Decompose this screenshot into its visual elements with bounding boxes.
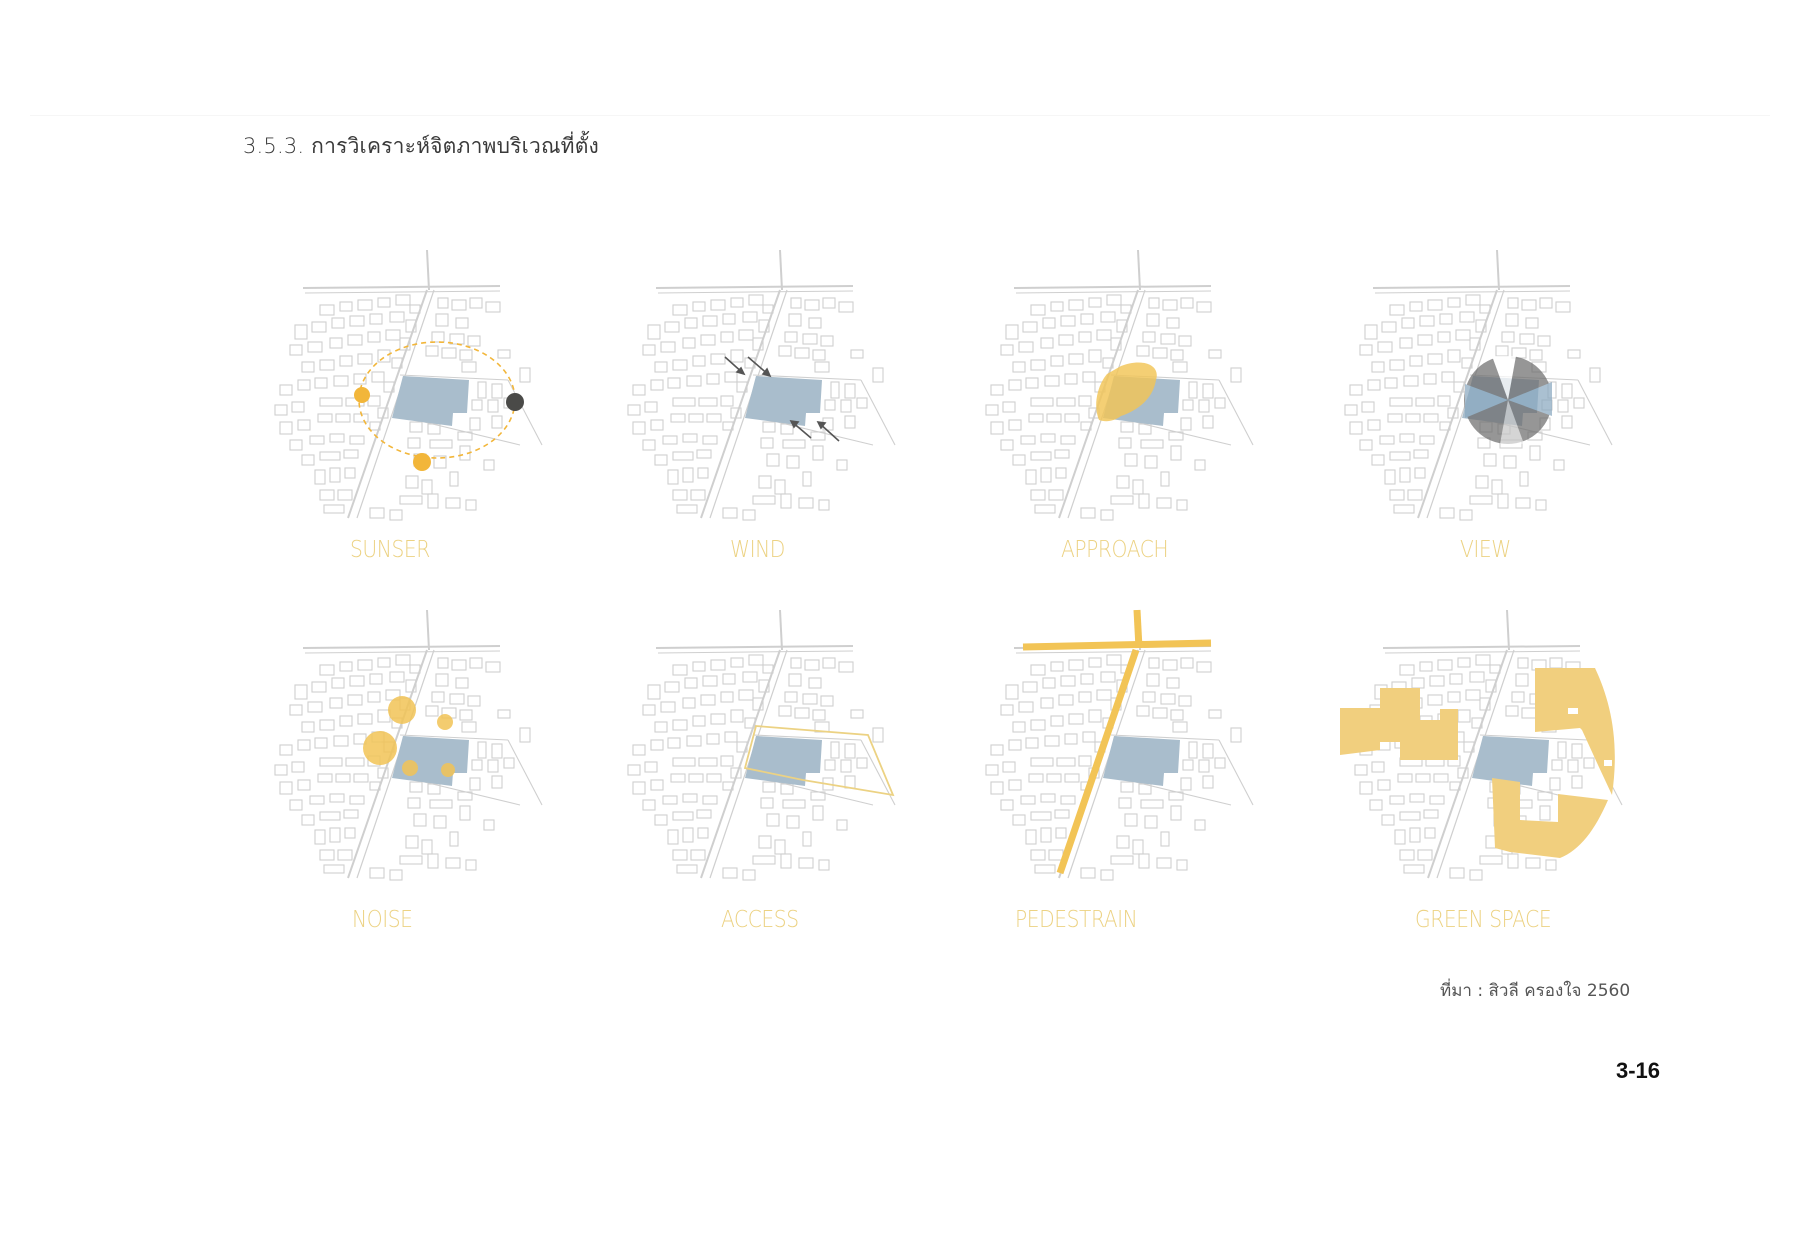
diagram-label: VIEW: [1460, 537, 1511, 563]
diagram-pedestrian: PEDESTRAIN: [951, 610, 1291, 940]
diagram-label: WIND: [730, 537, 785, 563]
wind-map: [593, 250, 933, 550]
sunset-marker-icon: [506, 393, 524, 411]
section-title: 3.5.3. การวิเคราะห์จิตภาพบริเวณที่ตั้ง: [243, 134, 599, 158]
diagram-view: VIEW: [1310, 250, 1650, 580]
sunset-map: [240, 250, 580, 550]
noise-map: [240, 610, 580, 910]
green-areas: [1340, 668, 1615, 858]
access-map: [593, 610, 933, 910]
pedestrian-map: [951, 610, 1291, 910]
diagram-label: SUNSER: [350, 537, 430, 563]
view-map: [1310, 250, 1650, 550]
header-rule: [30, 115, 1770, 116]
diagram-label: NOISE: [352, 907, 413, 933]
diagram-label: GREEN SPACE: [1415, 907, 1552, 933]
diagram-approach: APPROACH: [951, 250, 1291, 580]
diagram-access: ACCESS: [593, 610, 933, 940]
diagram-label: PEDESTRAIN: [1015, 907, 1138, 933]
approach-map: [951, 250, 1291, 550]
access-boundary: [743, 725, 895, 797]
diagram-label: ACCESS: [721, 907, 799, 933]
diagram-sunset: SUNSER: [240, 250, 580, 580]
figure-source: ที่มา : สิวลี ครองใจ 2560: [1440, 981, 1631, 1001]
noon-sun-marker-icon: [413, 453, 431, 471]
wind-arrows-icon: [724, 356, 840, 442]
pedestrian-routes: [1022, 609, 1212, 875]
noise-sources-icon: [363, 696, 455, 777]
green-space-map: [1340, 610, 1660, 910]
view-sectors-icon: [1464, 356, 1552, 444]
sunrise-marker-icon: [354, 387, 370, 403]
diagram-label: APPROACH: [1061, 537, 1169, 563]
diagram-noise: NOISE: [240, 610, 580, 940]
page-number: 3-16: [1616, 1058, 1661, 1083]
diagram-wind: WIND: [593, 250, 933, 580]
approach-zone: [1096, 362, 1157, 422]
diagram-green-space: GREEN SPACE: [1320, 610, 1660, 940]
